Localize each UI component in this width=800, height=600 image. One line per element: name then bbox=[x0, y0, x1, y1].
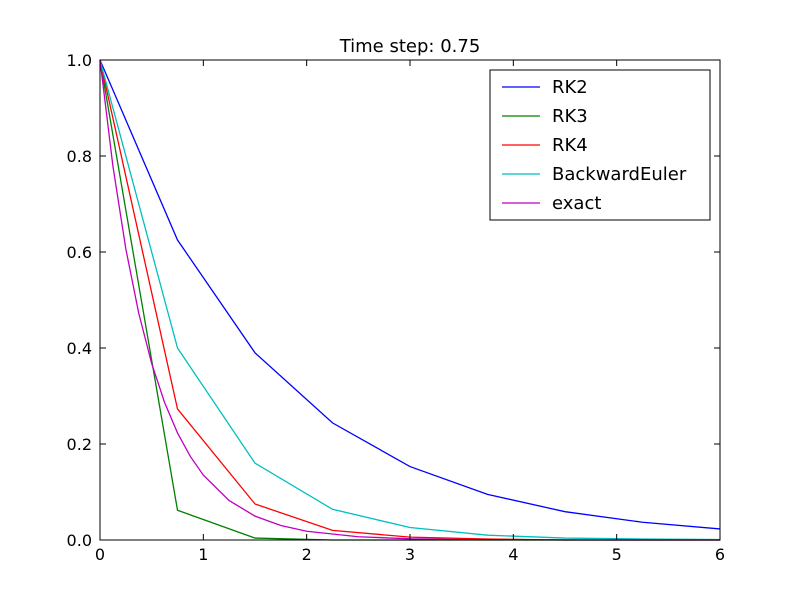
legend-label-rk3: RK3 bbox=[552, 106, 588, 127]
x-tick-label: 6 bbox=[715, 545, 725, 564]
x-tick-label: 1 bbox=[198, 545, 208, 564]
y-tick-label: 1.0 bbox=[67, 51, 92, 70]
x-tick-label: 2 bbox=[302, 545, 312, 564]
series-line-rk2 bbox=[99, 59, 721, 530]
chart-title: Time step: 0.75 bbox=[339, 36, 481, 57]
legend: RK2 RK3 RK4 BackwardEuler exact bbox=[489, 69, 711, 221]
y-tick-label: 0.4 bbox=[67, 339, 92, 358]
legend-label-backwardeuler: BackwardEuler bbox=[552, 164, 687, 185]
x-tick-label: 3 bbox=[405, 545, 415, 564]
x-tick-label: 4 bbox=[508, 545, 518, 564]
legend-label-exact: exact bbox=[552, 193, 601, 214]
x-tick-label: 5 bbox=[612, 545, 622, 564]
x-tick-label: 0 bbox=[95, 545, 105, 564]
y-tick-label: 0.6 bbox=[67, 243, 92, 262]
y-tick-label: 0.0 bbox=[67, 531, 92, 550]
legend-label-rk2: RK2 bbox=[552, 77, 588, 98]
legend-label-rk4: RK4 bbox=[552, 135, 588, 156]
y-tick-label: 0.8 bbox=[67, 147, 92, 166]
y-tick-label: 0.2 bbox=[67, 435, 92, 454]
plot-frame bbox=[99, 59, 721, 541]
